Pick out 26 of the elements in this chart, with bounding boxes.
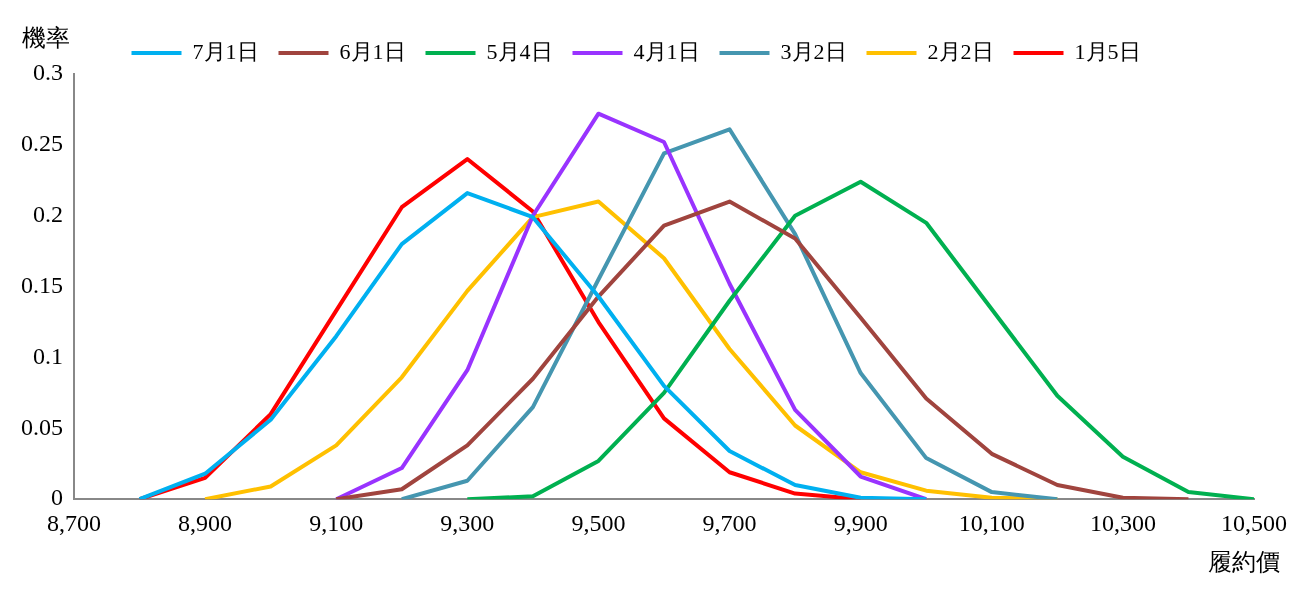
legend-label: 5月4日 — [486, 38, 553, 64]
y-tick-label: 0.05 — [21, 413, 63, 440]
x-tick-label: 9,100 — [309, 509, 364, 536]
y-tick-label: 0 — [51, 484, 63, 511]
legend-label: 3月2日 — [780, 38, 847, 64]
x-tick-label: 9,500 — [571, 509, 626, 536]
y-tick-label: 0.1 — [33, 342, 63, 369]
legend-label: 2月2日 — [927, 38, 994, 64]
x-tick-label: 10,500 — [1221, 509, 1287, 536]
x-tick-label: 8,900 — [178, 509, 233, 536]
y-tick-label: 0.15 — [21, 271, 63, 298]
x-tick-label: 10,300 — [1089, 509, 1156, 536]
legend-label: 7月1日 — [192, 38, 259, 64]
x-tick-label: 9,700 — [702, 509, 757, 536]
x-tick-label: 9,300 — [440, 509, 495, 536]
x-tick-label: 10,100 — [958, 509, 1025, 536]
legend-label: 6月1日 — [339, 38, 406, 64]
y-tick-label: 0.3 — [33, 59, 63, 86]
x-axis-title: 履約價 — [1208, 548, 1280, 577]
legend-label: 1月5日 — [1074, 38, 1141, 64]
legend-label: 4月1日 — [633, 38, 700, 64]
x-tick-label: 8,700 — [47, 509, 101, 536]
y-axis-title: 機率 — [22, 24, 70, 53]
y-tick-label: 0.25 — [21, 130, 63, 157]
x-tick-label: 9,900 — [833, 509, 888, 536]
y-tick-label: 0.2 — [33, 201, 63, 228]
